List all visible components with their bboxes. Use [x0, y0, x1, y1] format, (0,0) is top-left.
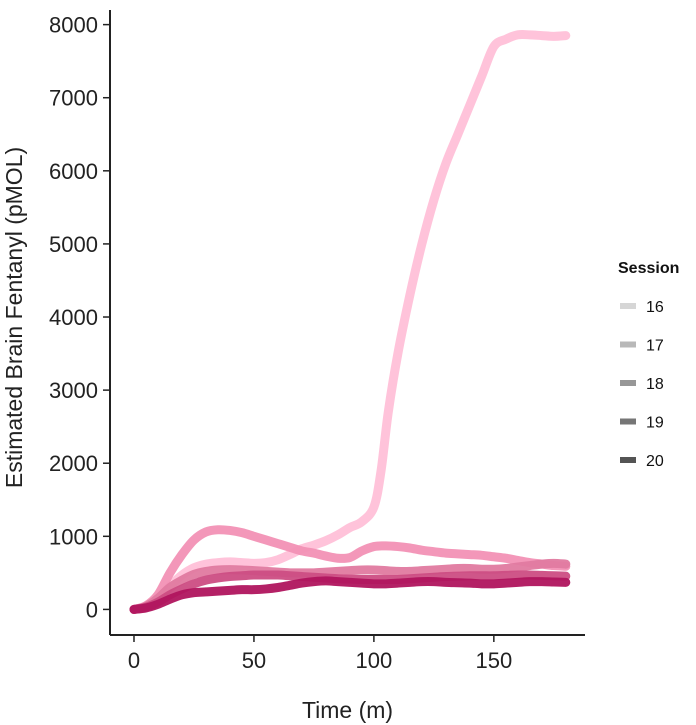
- y-axis-title: Estimated Brain Fentanyl (pMOL): [1, 147, 27, 488]
- legend-label-18: 18: [646, 376, 664, 393]
- legend: Session 16 17 18 19 20: [618, 260, 679, 470]
- y-tick-label: 6000: [49, 159, 98, 184]
- x-tick-label: 0: [128, 648, 140, 673]
- y-tick-label: 4000: [49, 305, 98, 330]
- x-tick-label: 100: [356, 648, 393, 673]
- legend-label-20: 20: [646, 453, 664, 470]
- y-tick-label: 1000: [49, 524, 98, 549]
- y-tick-label: 5000: [49, 232, 98, 257]
- x-axis-title: Time (m): [302, 697, 393, 723]
- y-tick-label: 8000: [49, 13, 98, 38]
- y-tick-label: 3000: [49, 378, 98, 403]
- x-ticks: 0 50 100 150: [128, 635, 512, 673]
- y-tick-label: 7000: [49, 86, 98, 111]
- x-tick-label: 50: [242, 648, 266, 673]
- series-line-20: [129, 576, 571, 614]
- y-tick-label: 0: [86, 597, 98, 622]
- series-line-16: [129, 29, 571, 614]
- plot-lines: [129, 29, 571, 614]
- x-tick-label: 150: [475, 648, 512, 673]
- y-tick-label: 2000: [49, 451, 98, 476]
- legend-items: 16 17 18 19 20: [620, 299, 664, 470]
- legend-label-19: 19: [646, 415, 664, 432]
- legend-title: Session: [618, 260, 679, 277]
- series-line-17: [129, 525, 571, 614]
- legend-label-16: 16: [646, 299, 664, 316]
- y-ticks: 0 1000 2000 3000 4000 5000 6000 7000 8000: [49, 13, 110, 622]
- series-line-18: [129, 558, 571, 614]
- axes: 0 1000 2000 3000 4000 5000 6000 7000 8000 0 50 100…: [49, 10, 585, 673]
- legend-label-17: 17: [646, 338, 664, 355]
